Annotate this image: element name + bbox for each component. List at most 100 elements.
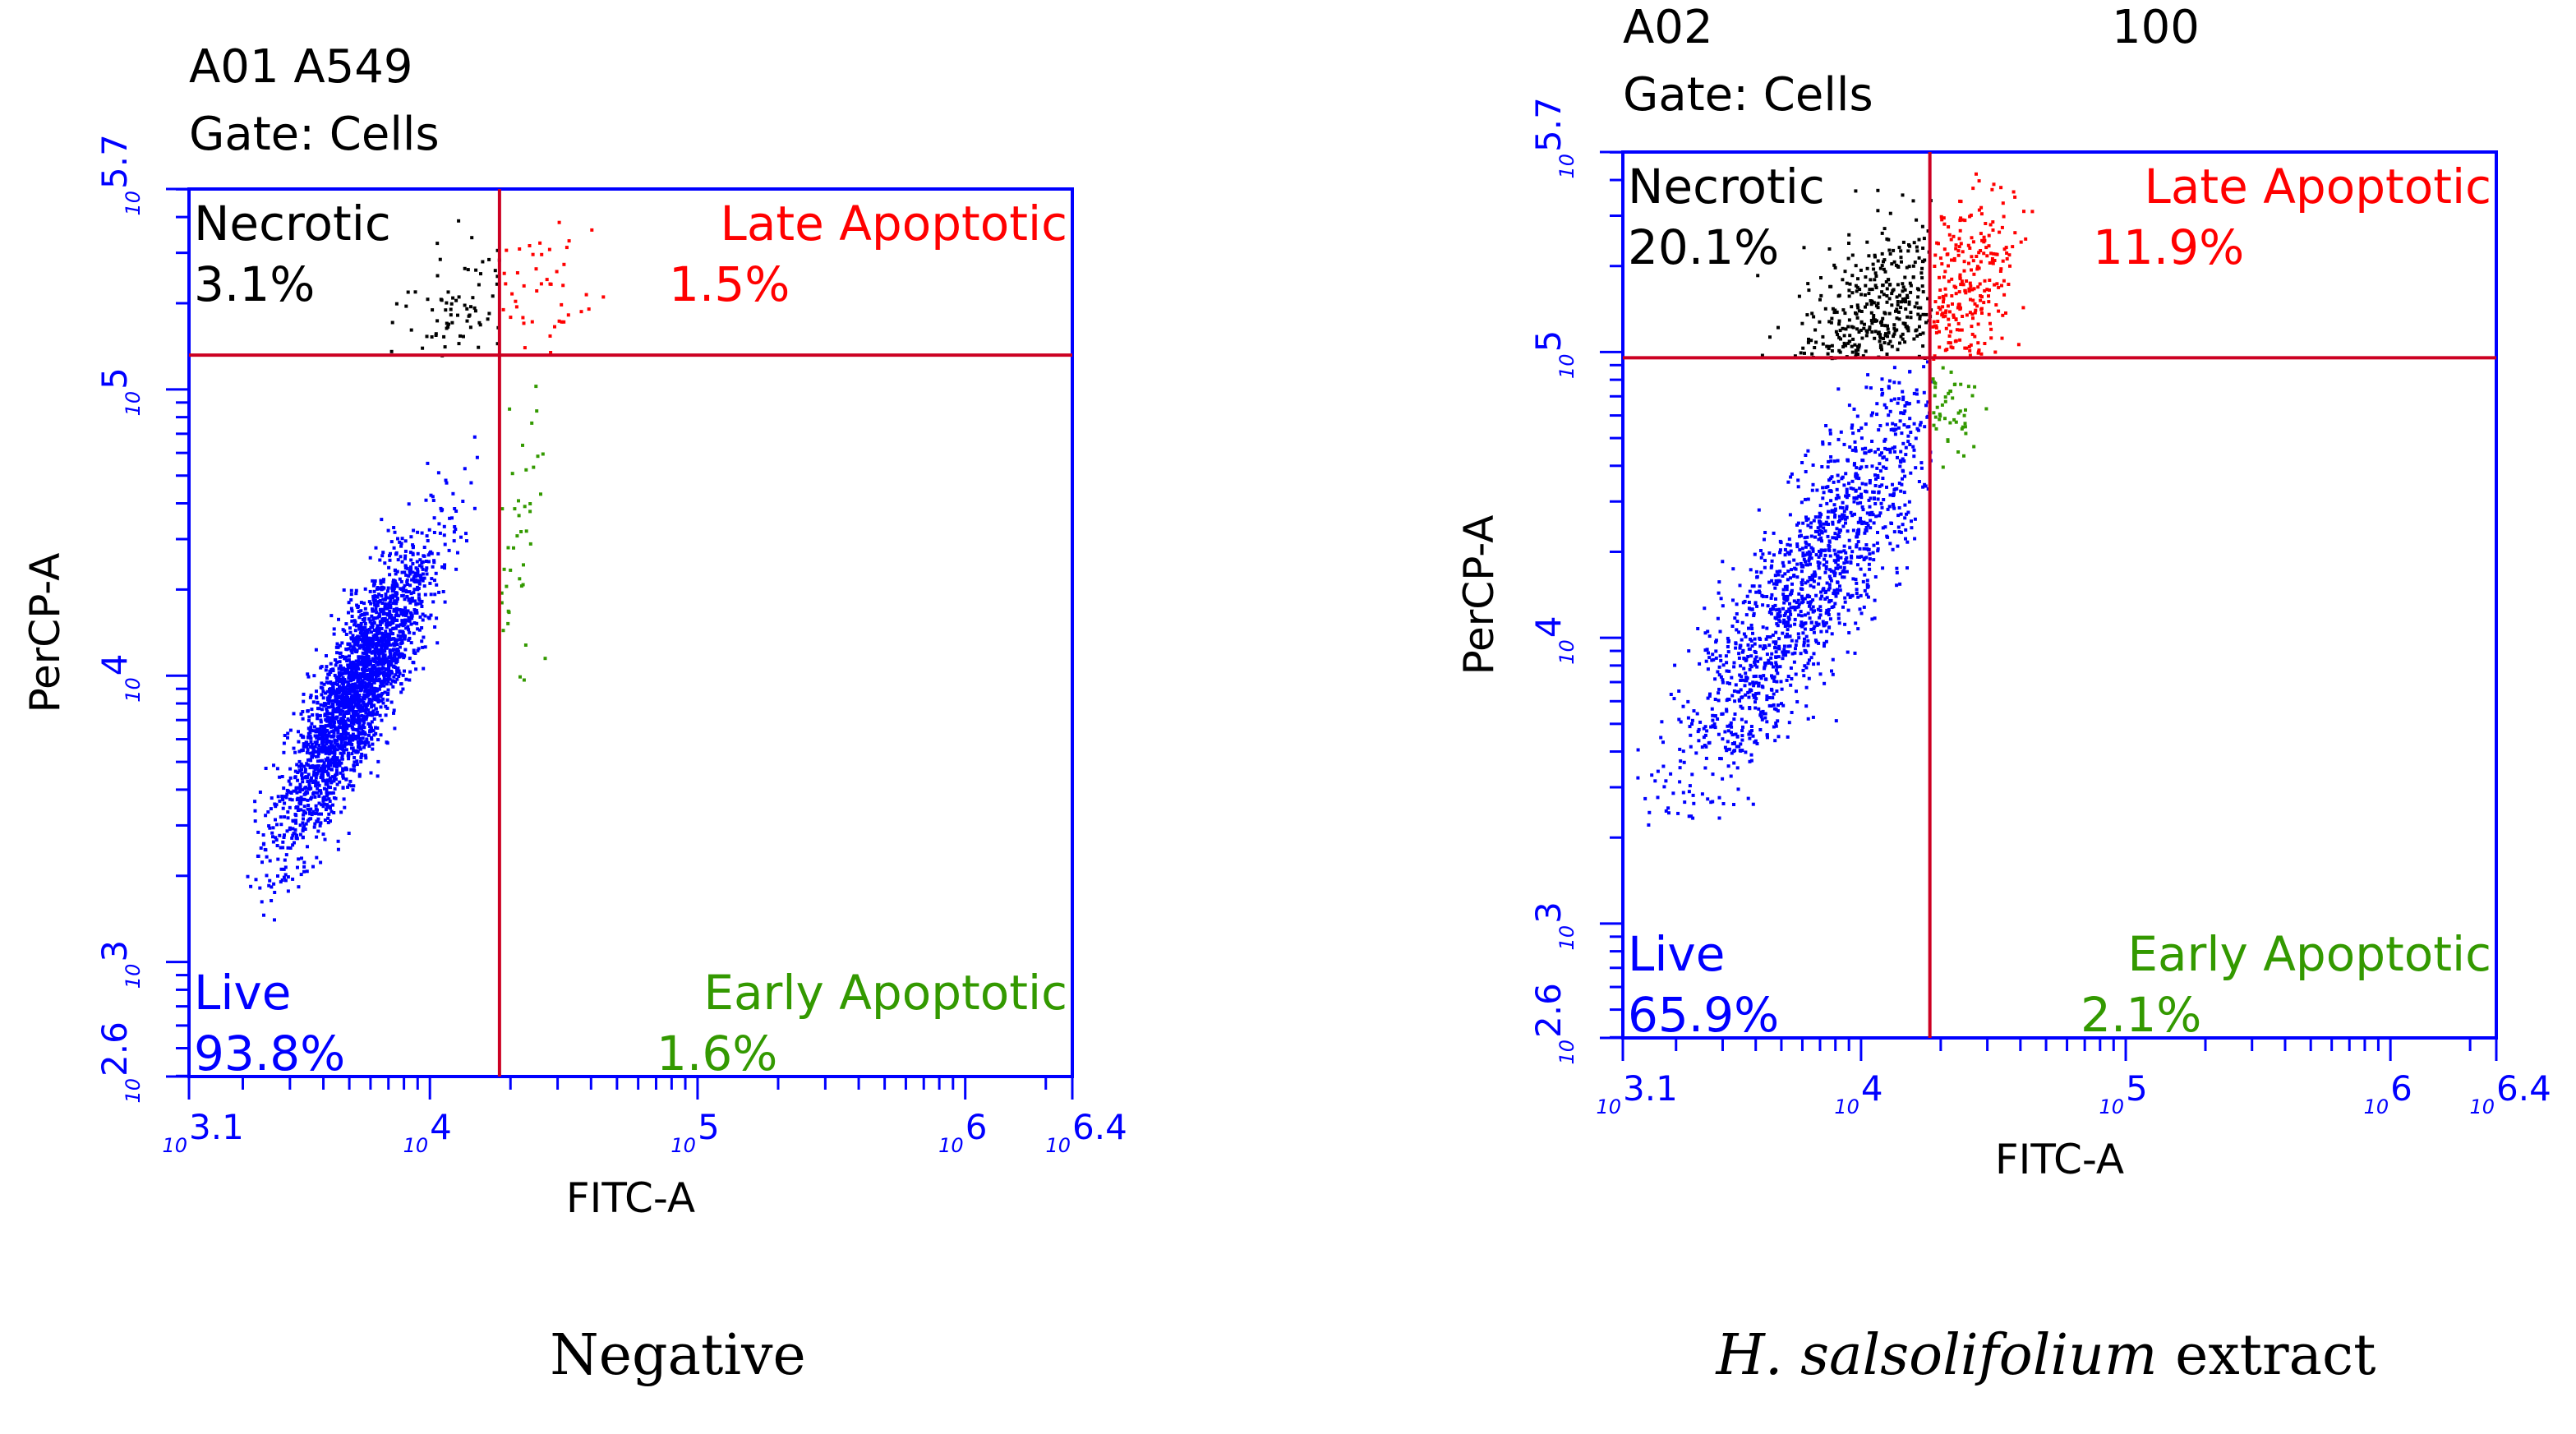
event-dot [1803,597,1807,601]
event-dot [385,678,389,682]
event-dot [408,611,412,615]
event-dot [352,784,356,788]
event-dot [1732,665,1736,669]
event-dot [1822,563,1826,567]
event-dot [335,682,339,686]
event-dot [1799,533,1803,537]
event-dot [343,678,347,681]
event-dot [1734,646,1738,650]
event-dot [1892,494,1896,497]
event-dot [334,678,339,682]
event-dot [1788,543,1792,547]
event-dot [1854,474,1858,478]
event-dot [1818,553,1823,557]
event-dot [279,815,283,819]
event-dot [1912,422,1916,426]
event-dot [380,718,384,722]
event-dot [1979,249,1983,252]
event-dot [1775,665,1779,669]
event-dot [371,713,375,717]
event-dot [1755,665,1759,669]
event-dot [288,805,292,809]
event-dot [367,617,371,621]
event-dot [302,797,306,801]
event-dot [1951,396,1955,400]
event-dot [324,668,328,672]
event-dot [1793,607,1797,611]
event-dot [282,786,286,791]
event-dot [365,628,369,632]
event-dot [1961,218,1965,222]
event-dot [1855,588,1859,592]
event-dot [301,788,304,792]
event-dot [300,777,304,780]
event-dot [1859,492,1863,496]
event-dot [378,685,382,688]
event-dot [1711,718,1715,722]
event-dot [1839,337,1842,341]
event-dot [1980,238,1984,242]
event-dot [303,768,307,772]
event-dot [319,821,323,825]
event-dot [405,580,409,584]
event-dot [1709,725,1713,729]
event-dot [1824,567,1828,571]
event-dot [1845,487,1849,491]
event-dot [506,621,510,625]
event-dot [392,607,396,611]
event-dot [364,665,368,669]
event-dot [1818,609,1823,612]
event-dot [1812,519,1816,523]
event-dot [426,297,430,302]
event-dot [1861,354,1865,358]
event-dot [1814,620,1818,625]
event-dot [379,579,383,583]
event-dot [1830,632,1834,636]
event-dot [1686,699,1690,703]
event-dot [298,782,302,786]
event-dot [325,746,329,750]
population-early-apoptotic [500,385,547,682]
event-dot [1964,408,1967,412]
event-dot [1842,442,1846,446]
event-dot [1958,276,1962,280]
event-dot [427,528,431,532]
event-dot [382,673,386,677]
event-dot [1906,510,1910,514]
event-dot [306,845,309,849]
event-dot [1753,642,1757,646]
event-dot [1892,505,1896,509]
event-dot [372,582,376,586]
event-dot [1860,447,1864,451]
event-dot [341,786,345,790]
event-dot [1837,531,1841,535]
event-dot [382,634,386,638]
event-dot [1870,617,1874,621]
event-dot [1878,424,1882,427]
event-dot [353,629,357,633]
event-dot [320,708,324,712]
event-dot [1891,502,1895,506]
event-dot [324,808,328,812]
event-dot [1975,255,1979,258]
event-dot [1880,483,1884,487]
event-dot [362,602,366,606]
event-dot [1742,666,1746,671]
event-dot [1664,809,1668,813]
event-dot [1736,787,1740,791]
event-dot [1686,716,1690,720]
event-dot [1988,261,1992,265]
event-dot [1919,461,1924,465]
event-dot [1748,736,1752,740]
event-dot [361,696,365,700]
event-dot [1800,601,1804,605]
event-dot [293,769,297,773]
event-dot [1926,229,1930,233]
event-dot [286,731,290,735]
event-dot [1839,556,1843,560]
event-dot [345,648,349,652]
event-dot [539,282,543,286]
event-dot [1721,802,1726,805]
event-dot [1954,285,1958,289]
event-dot [1902,491,1906,495]
